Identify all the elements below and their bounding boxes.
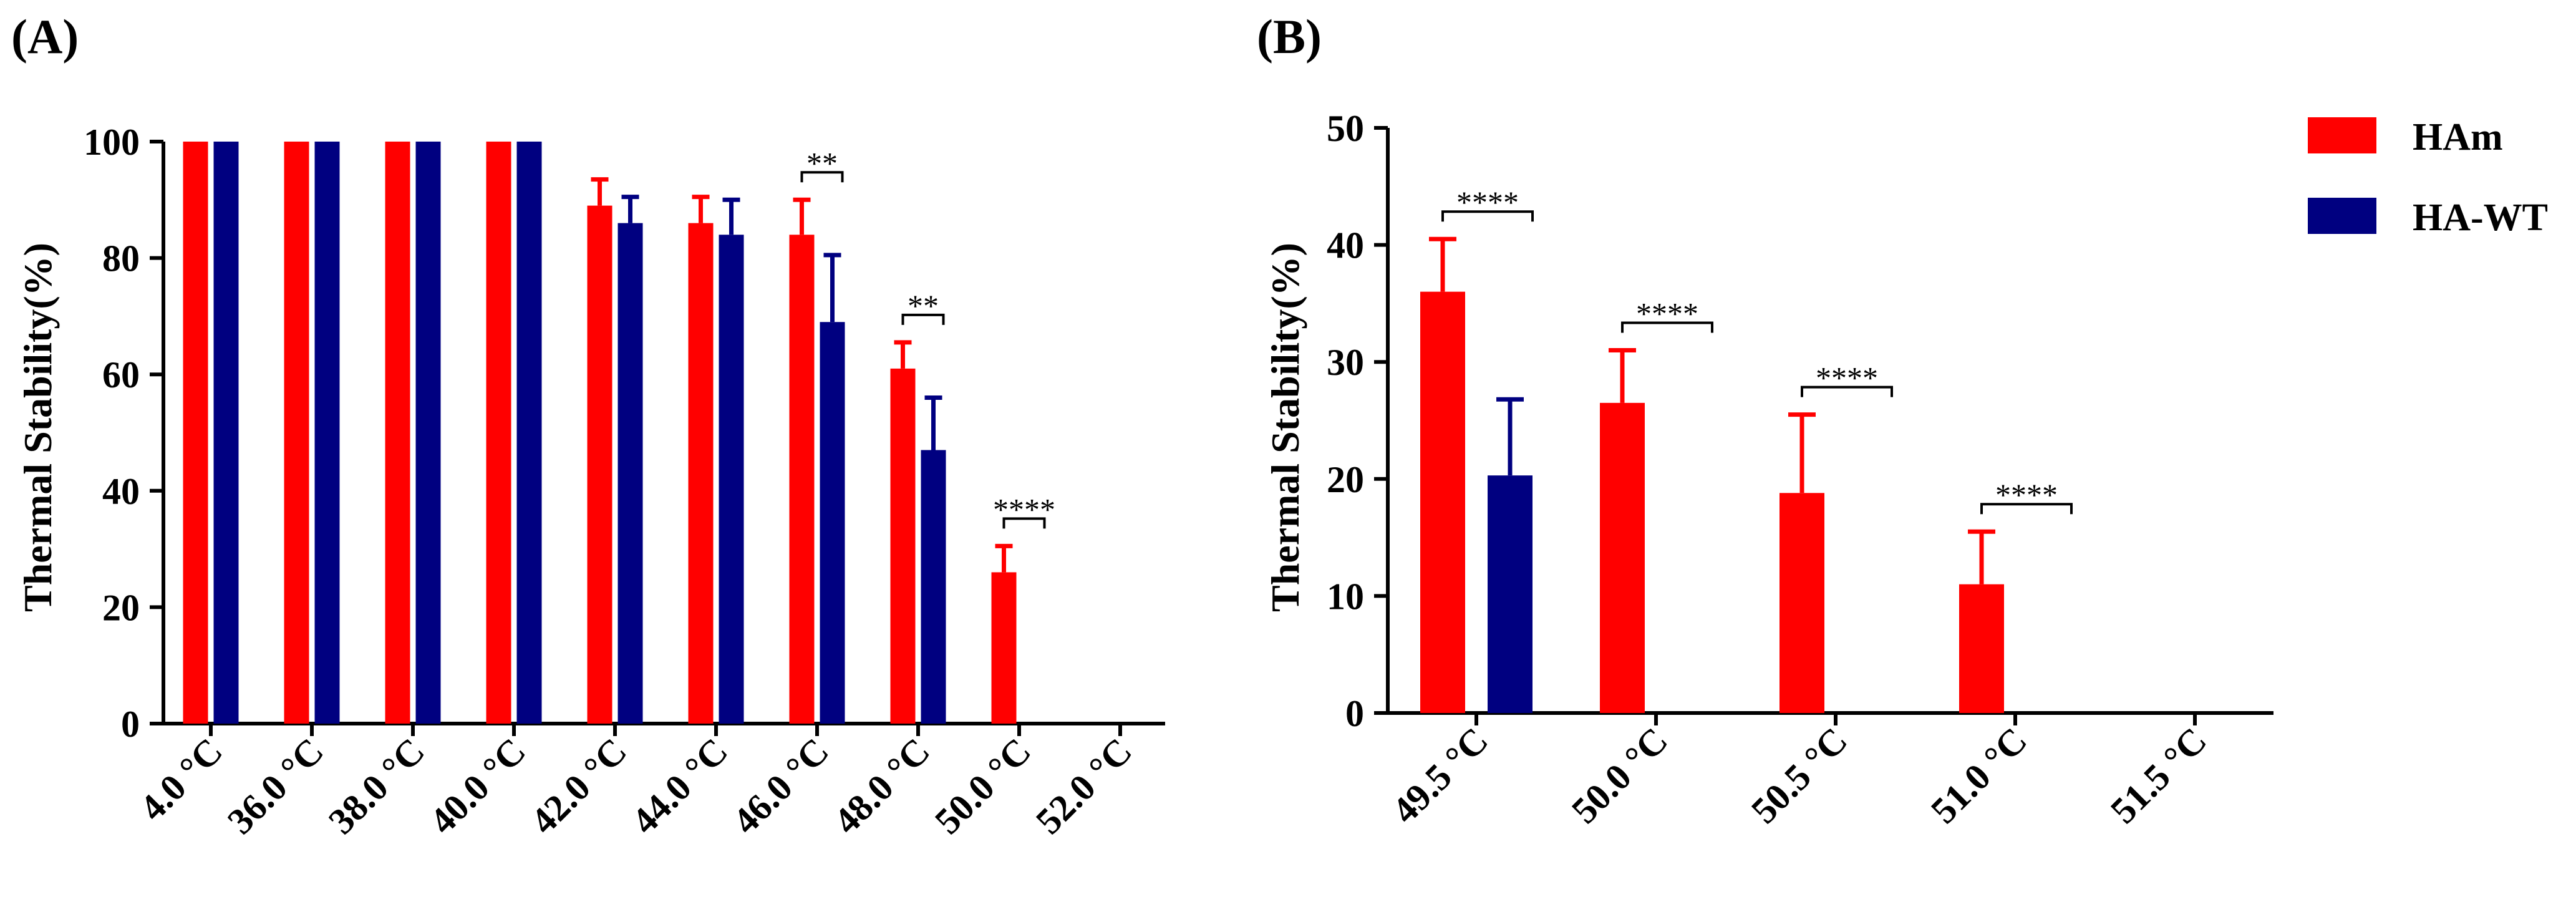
- panel-b-x-tick-label: 51.5 °C: [2103, 720, 2214, 832]
- panel-b-y-tick-label: 20: [1327, 459, 1364, 500]
- panel-a-bar-ha-wt: [719, 235, 744, 724]
- legend-label-ha-wt: HA-WT: [2413, 196, 2548, 239]
- panel-a-y-tick-label: 40: [102, 471, 140, 512]
- panel-a-y-axis-title: Thermal Stability(%): [16, 243, 60, 612]
- panel-b-bar-ham: [1959, 584, 2004, 713]
- legend-label-ham: HAm: [2413, 116, 2503, 158]
- panel-a-y-tick-label: 100: [84, 122, 140, 163]
- panel-a-significance-bracket: [1002, 517, 1046, 529]
- panel-a-significance-bracket: [800, 171, 844, 183]
- panel-b-significance-label: ****: [1995, 477, 2058, 512]
- panel-a-significance-bracket: [901, 313, 945, 325]
- panel-a-significance-label: **: [806, 145, 838, 180]
- panel-a-bar-ha-wt: [921, 450, 946, 724]
- panel-b-x-tick-label: 50.5 °C: [1743, 720, 1855, 832]
- panel-b-y-tick-label: 40: [1327, 225, 1364, 266]
- panel-a-x-tick-label: 44.0 °C: [624, 730, 735, 842]
- panel-b-significance-bracket: [1980, 503, 2073, 515]
- panel-a-y-tick-label: 20: [102, 587, 140, 628]
- panel-a-bar-ha-wt: [617, 223, 643, 724]
- panel-a-bar-ham: [284, 142, 309, 724]
- panel-b-y-axis-title: Thermal Stability(%): [1263, 243, 1307, 612]
- panel-a-bar-ha-wt: [415, 142, 441, 724]
- panel-b-y-tick-label: 30: [1327, 342, 1364, 383]
- panel-b-y-tick-label: 10: [1327, 576, 1364, 617]
- panel-a-y-tick-label: 80: [102, 238, 140, 279]
- panel-a-label: (A): [11, 9, 79, 64]
- panel-a-bar-ham: [486, 142, 511, 724]
- panel-a-x-tick-label: 38.0 °C: [321, 730, 432, 842]
- panel-b-bar-ham: [1779, 493, 1824, 713]
- panel-a-bar-ha-wt: [516, 142, 542, 724]
- chart-panel-a: (A) Thermal Stability(%) 0 20 40 60 80 100 4.0…: [11, 9, 1165, 842]
- panel-a-bar-ha-wt: [314, 142, 340, 724]
- panel-a-significance-label: **: [908, 288, 939, 323]
- panel-b-significance-label: ****: [1636, 296, 1698, 331]
- panel-a-bar-ham: [991, 572, 1017, 724]
- panel-a-bar-ham: [789, 235, 815, 724]
- panel-b-significance-bracket: [1801, 386, 1893, 397]
- panel-a-x-tick-label: 46.0 °C: [725, 730, 836, 842]
- panel-a-bar-ham: [385, 142, 410, 724]
- legend-swatch-ham: [2308, 117, 2376, 153]
- panel-a-x-tick-label: 40.0 °C: [422, 730, 533, 842]
- panel-a-significance-label: ****: [993, 492, 1055, 526]
- legend: HAm HA-WT: [2308, 116, 2548, 239]
- panel-b-x-tick-label: 49.5 °C: [1384, 720, 1496, 832]
- panel-b-significance-label: ****: [1456, 185, 1519, 220]
- panel-b-x-tick-label: 51.0 °C: [1923, 720, 2035, 832]
- panel-b-bar-ham: [1600, 402, 1645, 713]
- panel-a-bar-ham: [688, 223, 714, 724]
- panel-a-bar-ham: [890, 368, 916, 724]
- panel-a-x-tick-label: 36.0 °C: [220, 730, 331, 842]
- panel-a-x-tick-label: 42.0 °C: [523, 730, 634, 842]
- panel-b-bar-ha-wt: [1488, 475, 1533, 713]
- panel-a-x-tick-label: 50.0 °C: [927, 730, 1039, 842]
- panel-b-y-tick-label: 0: [1345, 693, 1364, 734]
- panel-a-x-tick-label: 4.0 °C: [132, 730, 230, 829]
- panel-b-significance-label: ****: [1816, 361, 1878, 395]
- panel-b-x-tick-label: 50.0 °C: [1564, 720, 1675, 832]
- panel-b-significance-bracket: [1621, 321, 1713, 333]
- panel-a-bar-ham: [587, 205, 613, 724]
- panel-b-bar-ham: [1420, 291, 1465, 713]
- panel-b-significance-bracket: [1441, 210, 1534, 222]
- panel-a-bar-ha-wt: [213, 142, 239, 724]
- panel-a-bar-ham: [183, 142, 208, 724]
- panel-a-bar-ha-wt: [820, 322, 845, 724]
- panel-a-x-tick-label: 52.0 °C: [1028, 730, 1140, 842]
- panel-a-y-tick-label: 60: [102, 354, 140, 395]
- legend-swatch-ha-wt: [2308, 198, 2376, 234]
- panel-a-x-tick-label: 48.0 °C: [826, 730, 937, 842]
- panel-b-y-tick-label: 50: [1327, 108, 1364, 149]
- panel-a-y-tick-label: 0: [121, 704, 140, 745]
- panel-b-label: (B): [1257, 9, 1322, 64]
- panel-b-plot-area: 0 10 20 30 40 50 49.5 °C 50.0 °C 50.5 °C 51.0 °C 5…: [1327, 108, 2273, 832]
- chart-panel-b: (B) Thermal Stability(%) 0 10 20 30 40 50 49.5…: [1257, 9, 2273, 832]
